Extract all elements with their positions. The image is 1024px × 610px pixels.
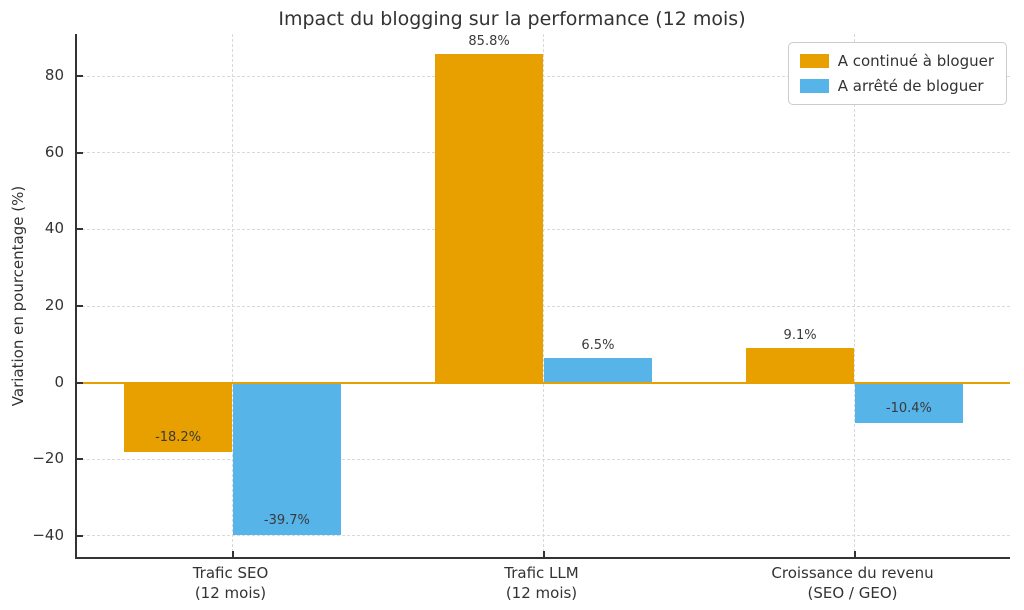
bar-label-s1-c2: -10.4% (885, 400, 932, 416)
y-tick-label--40: −40 (32, 525, 64, 544)
legend-label-stopped: A arrêté de bloguer (837, 77, 984, 95)
x-tick-mark-1 (542, 551, 545, 557)
x-tick-label-2-line-0: Croissance du revenu (771, 564, 934, 582)
y-tick-label-40: 40 (44, 219, 64, 238)
y-tick-mark-80 (77, 75, 83, 78)
y-tick-label-80: 80 (44, 66, 64, 85)
y-tick-mark-60 (77, 151, 83, 154)
bar-s1-c1 (543, 357, 653, 383)
legend-swatch-stopped-icon (799, 79, 829, 93)
x-tick-label-1: Trafic LLM (12 mois) (392, 563, 692, 603)
y-tick-label-60: 60 (44, 142, 64, 161)
legend-item-stopped: A arrêté de bloguer (799, 77, 994, 95)
bar-label-s0-c1: 85.8% (468, 33, 510, 49)
x-tick-label-0-line-1: (12 mois) (194, 584, 267, 602)
y-tick-mark-40 (77, 228, 83, 231)
x-tick-mark-2 (853, 551, 856, 557)
gridline-x-2 (854, 34, 855, 557)
legend-item-continued: A continué à bloguer (799, 52, 994, 70)
bar-label-s1-c0: -39.7% (263, 512, 310, 528)
x-tick-label-1-line-0: Trafic LLM (504, 564, 579, 582)
bar-label-s1-c1: 6.5% (581, 337, 615, 353)
bar-s0-c0 (123, 382, 233, 453)
zero-baseline (77, 381, 1010, 384)
bar-s1-c0 (232, 382, 342, 535)
x-tick-mark-0 (231, 551, 234, 557)
y-tick-mark-20 (77, 305, 83, 308)
bar-s0-c1 (434, 53, 544, 383)
x-tick-label-0: Trafic SEO (12 mois) (81, 563, 381, 603)
legend: A continué à bloguer A arrêté de bloguer (787, 42, 1007, 105)
x-tick-label-2: Croissance du revenu (SEO / GEO) (703, 563, 1003, 603)
bar-s1-c2 (854, 382, 964, 423)
y-tick-mark--20 (77, 458, 83, 461)
legend-swatch-continued-icon (799, 54, 829, 68)
x-tick-label-1-line-1: (12 mois) (505, 584, 578, 602)
y-tick-label-20: 20 (44, 296, 64, 315)
chart-title: Impact du blogging sur la performance (1… (278, 8, 746, 30)
x-tick-label-0-line-0: Trafic SEO (192, 564, 269, 582)
legend-label-continued: A continué à bloguer (837, 52, 994, 70)
gridline-x-1 (543, 34, 544, 557)
y-tick-mark-0 (77, 381, 83, 384)
bar-s0-c2 (745, 347, 855, 383)
plot-area: -18.2% 85.8% 9.1% -39.7% 6.5% -10.4% (75, 34, 1010, 559)
gridline-x-0 (232, 34, 233, 557)
x-tick-label-2-line-1: (SEO / GEO) (807, 584, 898, 602)
bar-label-s0-c0: -18.2% (155, 430, 202, 446)
y-tick-label--20: −20 (32, 449, 64, 468)
bar-label-s0-c2: 9.1% (783, 327, 817, 343)
y-tick-label-0: 0 (54, 372, 64, 391)
y-tick-mark--40 (77, 534, 83, 537)
